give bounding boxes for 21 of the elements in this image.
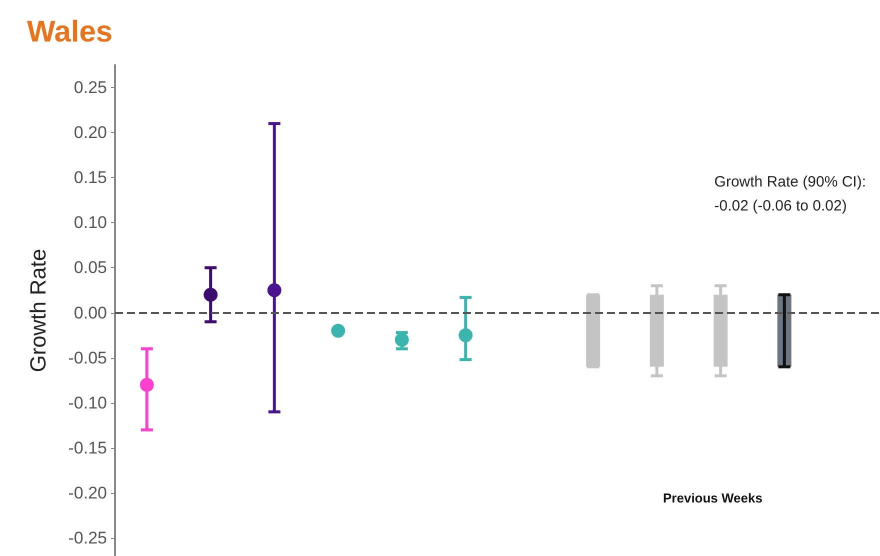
y-tick-label: 0.05 <box>74 258 107 278</box>
point <box>140 378 154 392</box>
point <box>394 332 409 347</box>
y-tick-label: 0.10 <box>74 213 107 232</box>
y-tick-label: 0.15 <box>74 168 107 188</box>
annotation: Previous Weeks <box>663 490 762 506</box>
point <box>204 288 218 302</box>
y-tick-label: 0.00 <box>74 303 107 322</box>
y-tick-label: -0.20 <box>68 483 107 502</box>
chart-title: Wales <box>27 16 113 48</box>
y-tick-label: -0.15 <box>68 438 107 458</box>
point <box>458 328 473 342</box>
y-tick-label: -0.05 <box>68 348 107 368</box>
y-tick-label: -0.10 <box>68 393 107 412</box>
point <box>267 283 282 298</box>
y-axis-title: Growth Rate <box>26 248 50 372</box>
point <box>331 324 346 338</box>
y-tick-label: -0.25 <box>68 528 107 548</box>
y-tick-label: 0.20 <box>74 123 107 142</box>
annotation: Growth Rate (90% CI): -0.02 (-0.06 to 0.02) <box>714 174 866 214</box>
y-tick-label: 0.25 <box>74 78 107 98</box>
